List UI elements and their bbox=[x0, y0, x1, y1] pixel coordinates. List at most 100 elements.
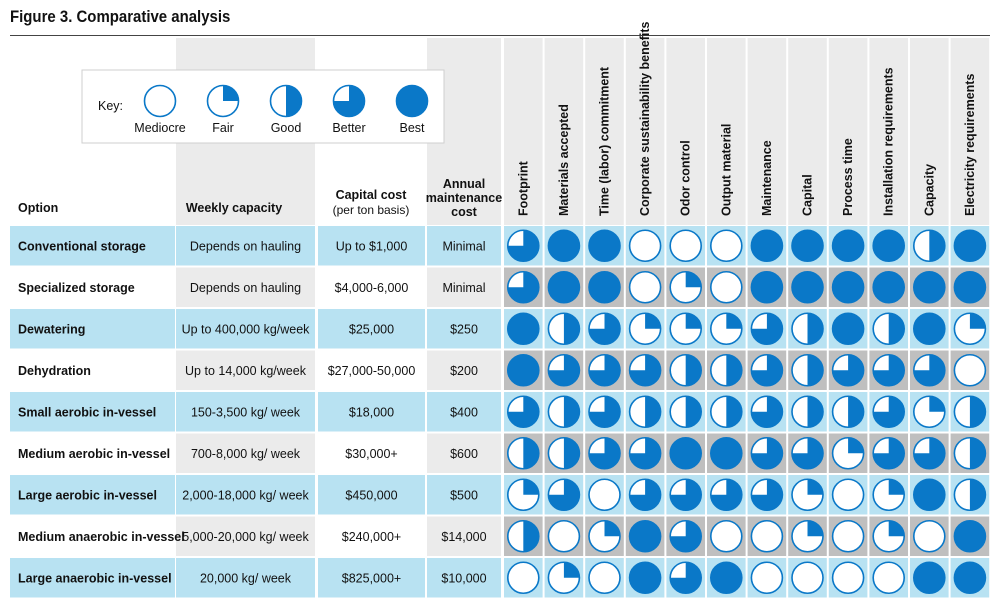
harvey-ball bbox=[750, 270, 784, 304]
criteria-header: Electricity requirements bbox=[963, 74, 977, 216]
header-maintenance-line2: maintenance bbox=[426, 191, 502, 205]
harvey-ball bbox=[628, 270, 662, 304]
table-row: Medium aerobic in-vessel 700-8,000 kg/ we… bbox=[10, 433, 991, 473]
harvey-ball-fill bbox=[751, 354, 783, 386]
harvey-ball bbox=[791, 229, 824, 263]
row-shade bbox=[176, 267, 315, 307]
harvey-ball-fill bbox=[685, 396, 702, 428]
row-shade bbox=[176, 558, 315, 598]
row-shade bbox=[10, 267, 175, 307]
harvey-ball bbox=[831, 519, 865, 553]
key-item-label: Best bbox=[399, 121, 425, 135]
capital-cost-value: Up to $1,000 bbox=[336, 239, 408, 253]
harvey-ball bbox=[953, 395, 987, 429]
harvey-ball-fill bbox=[523, 520, 539, 552]
harvey-ball bbox=[588, 353, 621, 387]
harvey-ball bbox=[953, 353, 987, 387]
harvey-ball-circle bbox=[506, 561, 540, 595]
harvey-ball-fill bbox=[685, 313, 702, 329]
harvey-ball-circle bbox=[588, 561, 621, 595]
harvey-ball-fill bbox=[807, 354, 823, 386]
harvey-ball-fill bbox=[726, 313, 742, 329]
capital-cost-value: $18,000 bbox=[349, 405, 394, 419]
harvey-ball-fill bbox=[563, 313, 580, 345]
row-shade bbox=[427, 475, 501, 515]
harvey-ball-fill bbox=[710, 479, 742, 511]
harvey-ball-fill bbox=[645, 313, 661, 329]
maintenance-cost-value: $200 bbox=[450, 364, 478, 378]
harvey-ball-fill bbox=[969, 437, 986, 469]
harvey-ball bbox=[831, 353, 865, 387]
harvey-ball-circle bbox=[912, 478, 946, 512]
maintenance-cost-value: $14,000 bbox=[441, 530, 486, 544]
harvey-ball bbox=[628, 561, 662, 595]
harvey-ball bbox=[750, 561, 784, 595]
harvey-ball-circle bbox=[791, 561, 824, 595]
harvey-ball bbox=[791, 561, 824, 595]
harvey-ball bbox=[831, 561, 865, 595]
weekly-capacity-value: 150-3,500 kg/ week bbox=[191, 405, 301, 419]
key-item: Good bbox=[269, 84, 303, 135]
harvey-ball-circle bbox=[588, 229, 621, 263]
harvey-ball bbox=[709, 395, 743, 429]
row-shade bbox=[10, 516, 175, 556]
harvey-ball bbox=[547, 519, 581, 553]
harvey-ball bbox=[506, 561, 540, 595]
harvey-ball bbox=[506, 478, 540, 512]
harvey-ball-fill bbox=[563, 562, 580, 578]
harvey-ball-fill bbox=[751, 313, 783, 345]
option-label: Medium anaerobic in-vessel bbox=[18, 530, 185, 544]
table-row: Conventional storage Depends on hauling Up… bbox=[10, 226, 991, 266]
harvey-ball bbox=[709, 519, 743, 553]
harvey-ball-fill bbox=[589, 437, 620, 469]
maintenance-cost-value: $400 bbox=[450, 405, 478, 419]
option-label: Medium aerobic in-vessel bbox=[18, 447, 170, 461]
harvey-ball bbox=[912, 395, 946, 429]
harvey-ball-circle bbox=[547, 519, 581, 553]
title-rule bbox=[10, 35, 990, 36]
maintenance-cost-value: Minimal bbox=[442, 281, 485, 295]
criteria-header: Materials accepted bbox=[557, 104, 571, 216]
header-option: Option bbox=[18, 201, 58, 215]
harvey-ball bbox=[791, 353, 824, 387]
row-shade bbox=[318, 516, 425, 556]
harvey-ball-fill bbox=[563, 437, 580, 469]
row-shade bbox=[427, 309, 501, 349]
weekly-capacity-value: Depends on hauling bbox=[190, 239, 301, 253]
harvey-ball-fill bbox=[848, 396, 864, 428]
harvey-ball bbox=[872, 270, 906, 304]
harvey-ball-circle bbox=[953, 519, 987, 553]
harvey-ball bbox=[912, 519, 946, 553]
row-shade bbox=[176, 516, 315, 556]
harvey-ball-circle bbox=[831, 312, 865, 346]
harvey-ball-circle bbox=[628, 561, 662, 595]
row-shade bbox=[10, 350, 175, 390]
harvey-ball bbox=[872, 519, 906, 553]
harvey-ball bbox=[872, 561, 906, 595]
figure-title: Figure 3. Comparative analysis bbox=[10, 7, 231, 26]
harvey-ball bbox=[506, 353, 540, 387]
harvey-ball bbox=[912, 478, 946, 512]
harvey-ball bbox=[506, 436, 540, 470]
weekly-capacity-value: Up to 14,000 kg/week bbox=[185, 364, 307, 378]
capital-cost-value: $240,000+ bbox=[342, 530, 401, 544]
harvey-ball-circle bbox=[669, 436, 703, 470]
harvey-ball-circle bbox=[912, 561, 946, 595]
criteria-header: Maintenance bbox=[760, 140, 774, 216]
harvey-ball bbox=[912, 229, 946, 263]
harvey-ball-fill bbox=[507, 230, 539, 262]
harvey-ball-circle bbox=[953, 561, 987, 595]
row-shade bbox=[427, 433, 501, 473]
option-label: Small aerobic in-vessel bbox=[18, 405, 156, 419]
harvey-ball-circle bbox=[506, 353, 540, 387]
harvey-ball-circle bbox=[709, 229, 743, 263]
harvey-ball-fill bbox=[629, 354, 661, 386]
maintenance-cost-value: $600 bbox=[450, 447, 478, 461]
header-maintenance-line3: cost bbox=[451, 205, 478, 219]
harvey-ball-circle bbox=[831, 270, 865, 304]
header-capital-cost-sub: (per ton basis) bbox=[333, 203, 410, 217]
harvey-ball bbox=[750, 229, 784, 263]
harvey-ball-fill bbox=[969, 479, 986, 511]
row-shade bbox=[318, 558, 425, 598]
